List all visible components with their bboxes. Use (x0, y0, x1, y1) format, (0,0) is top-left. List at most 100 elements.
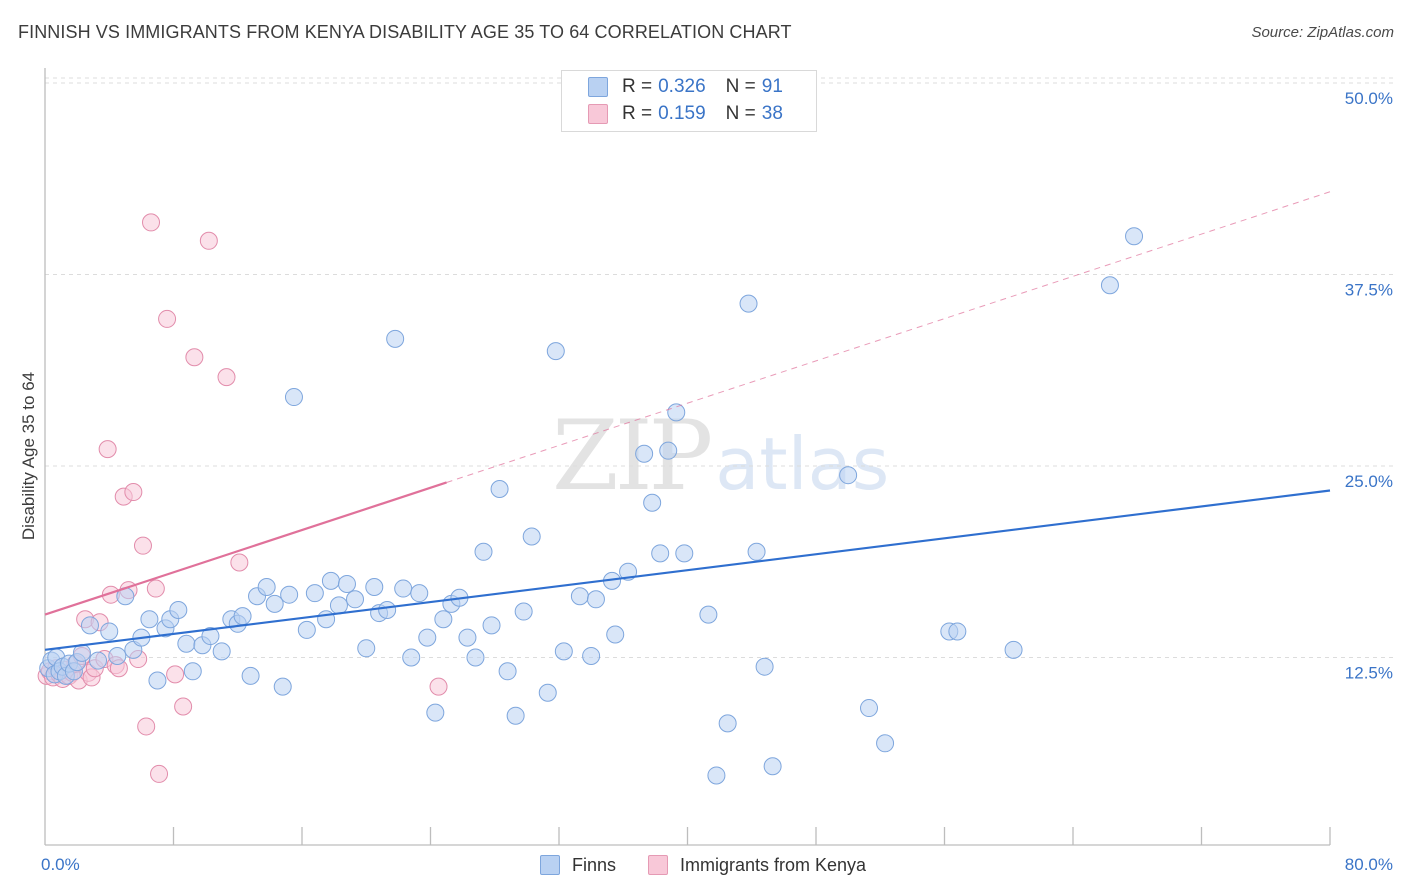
legend-item-finns[interactable]: Finns (539, 855, 616, 876)
finns-point (582, 646, 601, 665)
finns-point (183, 662, 202, 681)
kenya-point (146, 579, 165, 598)
y-tick-label: 37.5% (1345, 281, 1393, 300)
chart-title: FINNISH VS IMMIGRANTS FROM KENYA DISABIL… (18, 22, 792, 42)
finns-point (378, 601, 397, 620)
kenya-point (98, 440, 117, 459)
finns-point (643, 493, 662, 512)
finns-point (538, 683, 557, 702)
r-label: R = (622, 76, 653, 97)
kenya-point (166, 665, 185, 684)
finns-point (434, 610, 453, 629)
finns-point (482, 616, 501, 635)
finns-point (346, 590, 365, 609)
trend-lines (44, 191, 1331, 651)
y-tick-label: 25.0% (1345, 472, 1393, 491)
finns-point (718, 714, 737, 733)
finns-point (1100, 276, 1119, 295)
finns-point (876, 734, 895, 753)
finns-point (747, 542, 766, 561)
finns-point (426, 703, 445, 722)
finns-point (699, 605, 718, 624)
finns-point (201, 627, 220, 646)
finns-point (394, 579, 413, 598)
legend-label-kenya: Immigrants from Kenya (679, 854, 867, 875)
finns-point (297, 620, 316, 639)
watermark: ZIPatlas (552, 400, 889, 512)
x-tick-label: 80.0% (1345, 855, 1393, 874)
kenya-trend-line (44, 481, 447, 616)
finns-point (659, 441, 678, 460)
finns-point (280, 585, 299, 604)
finns-point (365, 578, 384, 597)
kenya-point (137, 717, 156, 736)
r-value: 0.326 (658, 76, 706, 97)
finns-point (506, 706, 525, 725)
kenya-point (124, 483, 143, 502)
finns-point (554, 642, 573, 661)
kenya-swatch-icon (588, 104, 608, 124)
finns-point (586, 590, 605, 609)
n-value: 91 (761, 76, 783, 97)
finns-point (418, 628, 437, 647)
kenya-legend-icon (647, 855, 668, 875)
finns-point (329, 596, 348, 615)
finns-point (606, 625, 625, 644)
finns-point (763, 757, 782, 776)
finns-point (100, 622, 119, 641)
finns-trend-line (44, 489, 1331, 651)
finns-point (402, 648, 421, 667)
watermark-zip: ZIP (552, 400, 713, 512)
axes (44, 68, 1331, 846)
finns-point (458, 628, 477, 647)
n-label: N = (725, 103, 756, 124)
finns-point (169, 601, 188, 620)
finns-point (233, 607, 252, 626)
finns-point (651, 544, 670, 563)
finns-point (755, 657, 774, 676)
kenya-point (133, 536, 152, 555)
finns-swatch-icon (588, 77, 608, 97)
kenya-points (37, 213, 448, 783)
finns-point (739, 294, 758, 313)
finns-point (839, 466, 858, 485)
finns-point (948, 622, 967, 641)
finns-point (177, 634, 196, 653)
y-axis-title: Disability Age 35 to 64 (19, 372, 38, 540)
finns-point (860, 699, 879, 718)
kenya-point (230, 553, 249, 572)
finns-point (474, 542, 493, 561)
source-credit: Source: ZipAtlas.com (1251, 24, 1394, 41)
finns-point (514, 602, 533, 621)
finns-point (321, 571, 340, 590)
kenya-point (158, 309, 177, 328)
finns-point (108, 646, 127, 665)
finns-point (386, 329, 405, 348)
kenya-point (199, 231, 218, 250)
finns-point (89, 651, 108, 670)
legend-item-kenya[interactable]: Immigrants from Kenya (647, 854, 867, 876)
n-value: 38 (761, 103, 783, 124)
finns-point (241, 666, 260, 685)
finns-point (675, 544, 694, 563)
finns-point (490, 479, 509, 498)
r-value: 0.159 (658, 103, 706, 124)
finns-point (635, 444, 654, 463)
kenya-point (217, 368, 236, 387)
finns-point (140, 610, 159, 629)
kenya-trend-extension (446, 191, 1331, 483)
finns-point (337, 574, 356, 593)
series-legend: Finns Immigrants from Kenya (0, 852, 1406, 878)
finns-point (80, 616, 99, 635)
watermark-atlas: atlas (715, 422, 890, 506)
finns-point (257, 578, 276, 597)
finns-point (667, 403, 686, 422)
axis-labels: 12.5% 25.0% 37.5% 50.0% 0.0% 80.0% Disability … (19, 89, 1393, 874)
kenya-point (150, 764, 169, 783)
kenya-point (429, 677, 448, 696)
finns-point (498, 662, 517, 681)
finns-point (148, 671, 167, 690)
finns-point (357, 639, 376, 658)
finns-point (1004, 640, 1023, 659)
